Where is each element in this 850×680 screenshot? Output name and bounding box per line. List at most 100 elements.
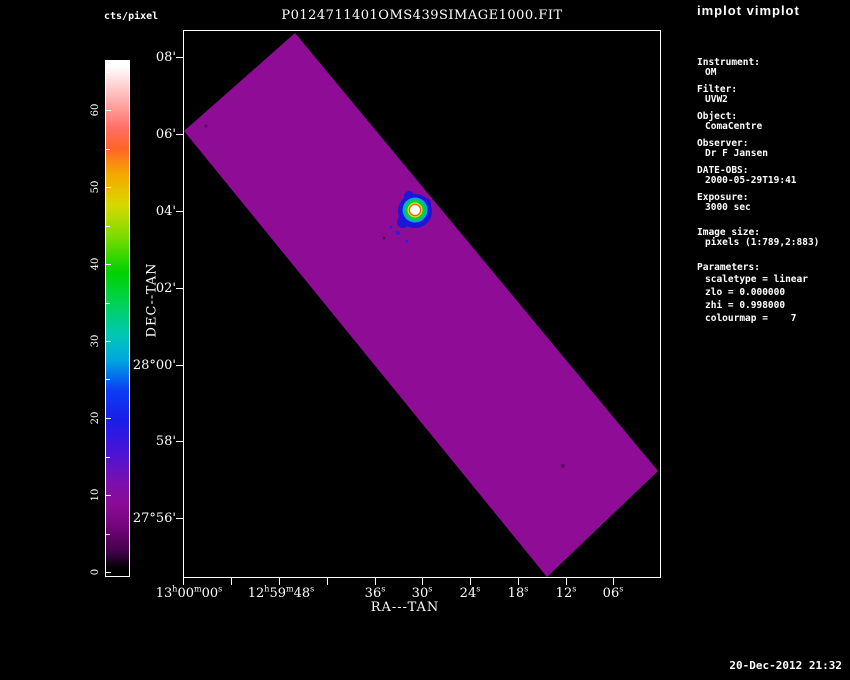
x-tick-label: 36s [364, 584, 386, 601]
render-timestamp: 20-Dec-2012 21:32 [729, 659, 842, 672]
colorbar-tick-minor [106, 303, 110, 304]
dark-speckle [382, 236, 386, 240]
colorbar-units-label: cts/pixel [104, 11, 159, 22]
x-tick-label: 24s [459, 584, 481, 601]
source-speckle [389, 225, 393, 229]
metadata-group-dateobs: DATE-OBS: 2000-05-29T19:41 [697, 166, 847, 186]
meta-value: OM [705, 67, 717, 78]
y-axis-title: DEC--TAN [144, 262, 160, 338]
x-tick-unit: s [476, 584, 481, 594]
y-tick [176, 288, 183, 289]
x-tick [566, 578, 567, 585]
y-tick-label: 27°56' [132, 511, 176, 526]
colorbar-tick [106, 572, 111, 573]
colorbar-tick-minor [106, 72, 110, 73]
colorbar-tick [106, 495, 111, 496]
meta-label: Observer: [697, 138, 749, 149]
meta-value: Dr F Jansen [705, 148, 768, 159]
y-tick-label: 04' [155, 204, 176, 219]
y-tick-label: 02' [155, 281, 176, 296]
x-tick-text: 24 [459, 586, 477, 601]
source-speckle [405, 239, 409, 243]
x-tick-text: 18 [507, 586, 525, 601]
colorbar [105, 60, 130, 577]
x-tick-unit: s [381, 584, 386, 594]
app-label: implot vimplot [697, 3, 800, 18]
colorbar-tick-minor [106, 457, 110, 458]
x-tick-unit: h [264, 584, 270, 594]
x-tick [279, 578, 280, 585]
meta-value: UVW2 [705, 94, 728, 105]
x-tick [327, 578, 328, 585]
metadata-group-filter: Filter: UVW2 [697, 85, 847, 105]
y-tick [176, 134, 183, 135]
x-tick-text: 59 [269, 586, 286, 601]
source-speckle [396, 231, 400, 235]
x-tick-text: 12 [555, 586, 573, 601]
meta-value: ComaCentre [705, 121, 763, 132]
y-tick-label: 06' [155, 127, 176, 142]
meta-value: 2000-05-29T19:41 [705, 175, 797, 186]
x-tick [231, 578, 232, 585]
meta-value: zlo = 0.000000 [705, 287, 786, 298]
meta-value: colourmap = 7 [705, 313, 797, 324]
colorbar-tick [106, 418, 111, 419]
colorbar-tick-minor [106, 379, 110, 380]
colorbar-tick [106, 187, 111, 188]
x-tick-text: 00 [201, 586, 219, 601]
x-tick-label: 06s [602, 585, 624, 601]
x-tick-text: 00 [177, 586, 194, 601]
metadata-panel: Instrument: OM Filter: UVW2 Object: Coma… [697, 58, 847, 332]
x-tick-text: 48 [293, 586, 311, 601]
source-core [410, 205, 420, 215]
x-tick-text: 36 [364, 586, 382, 601]
x-tick-unit: s [524, 584, 529, 594]
colorbar-tick-minor [106, 226, 110, 227]
colorbar-tick-minor [106, 149, 110, 150]
x-tick-label: 13h00m00s [155, 584, 223, 601]
field-features [204, 124, 565, 468]
x-tick-label: 12s [555, 585, 577, 601]
x-tick-text: 30 [411, 586, 429, 601]
x-tick-unit: h [172, 584, 178, 594]
plot-frame [183, 30, 661, 578]
x-tick-unit: s [310, 584, 315, 594]
x-tick-text: 12 [247, 586, 265, 601]
meta-label: Parameters: [697, 262, 760, 273]
x-tick-label: 12h59m48s [247, 584, 315, 601]
x-tick [470, 578, 471, 585]
meta-label: Exposure: [697, 192, 749, 203]
y-tick [176, 57, 183, 58]
exposure-field-polygon [184, 33, 658, 577]
metadata-group-observer: Observer: Dr F Jansen [697, 139, 847, 159]
metadata-group-imagesize: Image size: pixels (1:789,2:883) [697, 228, 847, 248]
x-tick-text: 13 [155, 586, 173, 601]
colorbar-tick-minor [106, 534, 110, 535]
dark-speckle [204, 124, 208, 128]
x-tick-label: 18s [507, 584, 529, 601]
metadata-group-instrument: Instrument: OM [697, 58, 847, 78]
x-tick [375, 578, 376, 585]
bright-source [389, 191, 432, 243]
meta-label: Instrument: [697, 57, 760, 68]
y-tick-label: 28°00' [132, 358, 176, 373]
y-tick-label: 08' [155, 50, 176, 65]
y-tick [176, 518, 183, 519]
meta-value: 3000 sec [705, 202, 751, 213]
meta-value: scaletype = linear [705, 274, 808, 285]
x-tick-label: 30s [411, 585, 433, 601]
colorbar-tick [106, 264, 111, 265]
y-tick-label: 58' [155, 434, 176, 449]
x-tick-unit: m [286, 584, 294, 594]
x-tick [613, 578, 614, 585]
x-tick [422, 578, 423, 585]
metadata-group-exposure: Exposure: 3000 sec [697, 193, 847, 213]
y-tick [176, 365, 183, 366]
x-tick-unit: m [194, 584, 202, 594]
colorbar-tick [106, 341, 111, 342]
x-tick [183, 578, 184, 585]
x-tick-text: 06 [602, 586, 620, 601]
source-halo-lobe [397, 216, 409, 228]
